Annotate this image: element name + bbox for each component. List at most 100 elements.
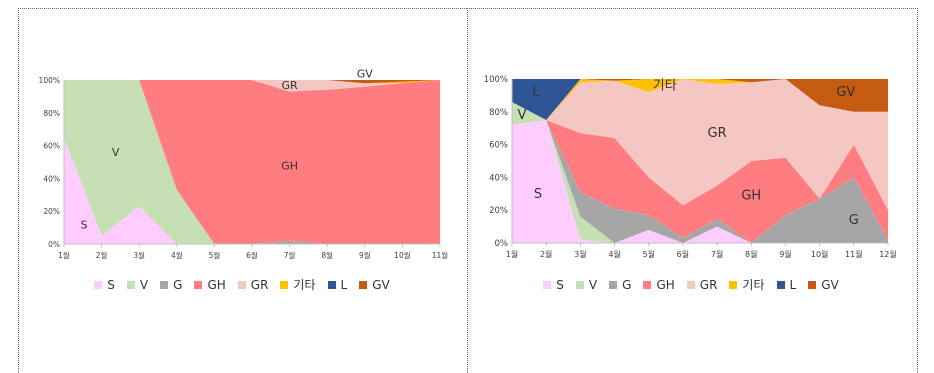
right-chart-panel: 0% 20% 40% 60% 80% 100% 1월 2월 3월 4월 5월 6월 7월 8월 9월 10월 1… xyxy=(470,40,912,320)
area-right-series-2 xyxy=(512,102,888,243)
x-tick-label: 3월 xyxy=(133,250,145,260)
legend-label: 기타 xyxy=(742,278,765,292)
area-annotation: GR xyxy=(708,126,727,141)
x-tick-label: 5월 xyxy=(209,250,221,260)
x-tick-label: 8월 xyxy=(745,249,757,259)
area-right-series-0 xyxy=(512,120,888,243)
legend-item: G xyxy=(609,276,631,293)
legend-item: GH xyxy=(643,276,675,293)
x-tick-label: 3월 xyxy=(574,249,586,259)
legend-swatch xyxy=(327,280,336,289)
right-chart-svg: 0% 20% 40% 60% 80% 100% 1월 2월 3월 4월 5월 6월 7월 8월 9월 10월 1… xyxy=(484,75,897,259)
legend-label: L xyxy=(789,277,797,292)
area-annotation: S xyxy=(534,187,542,202)
legend-item: S xyxy=(94,276,115,293)
legend-label: V xyxy=(139,277,149,292)
legend-label: GR xyxy=(699,277,718,292)
x-tick-label: 7월 xyxy=(711,249,723,259)
legend-swatch xyxy=(160,280,169,289)
area-annotation: GV xyxy=(357,67,374,80)
legend-swatch xyxy=(643,280,652,289)
legend-swatch xyxy=(237,280,246,289)
legend-swatch xyxy=(609,280,618,289)
x-tick-label: 9월 xyxy=(359,250,371,260)
area-right-series-7 xyxy=(512,79,888,112)
legend-label: GV xyxy=(372,277,390,292)
legend-swatch xyxy=(808,280,817,289)
legend-swatch xyxy=(126,280,135,289)
x-tick-label: 1월 xyxy=(58,250,70,260)
x-tick-label: 1월 xyxy=(506,249,518,259)
area-annotation: GH xyxy=(741,188,761,203)
legend-item: 기타 xyxy=(280,276,316,293)
legend-swatch xyxy=(686,280,695,289)
y-tick-label: 0% xyxy=(48,240,60,249)
legend-item: G xyxy=(160,276,182,293)
legend-item: GV xyxy=(808,276,839,293)
x-tick-label: 2월 xyxy=(540,249,552,259)
area-left-series-3 xyxy=(64,80,440,244)
legend-label: GH xyxy=(656,277,675,292)
legend-item: 기타 xyxy=(729,276,765,293)
area-right-series-4 xyxy=(512,79,888,211)
x-tick-label: 4월 xyxy=(608,249,620,259)
legend-label: L xyxy=(340,277,348,292)
legend-label: GR xyxy=(250,277,269,292)
legend-swatch xyxy=(729,280,738,289)
y-tick-label: 60% xyxy=(43,142,60,151)
area-annotation: G xyxy=(849,213,859,228)
x-tick-label: 11월 xyxy=(845,249,863,259)
legend-item: V xyxy=(575,276,598,293)
legend-label: GV xyxy=(821,277,839,292)
x-tick-label: 4월 xyxy=(171,250,183,260)
area-annotation: GR xyxy=(282,79,299,92)
left-chart-svg: 0% 20% 40% 60% 80% 100% 1월 2월 3월 4월 5월 6월 7월 8월 9월 10월 1… xyxy=(39,67,449,260)
legend-swatch xyxy=(575,280,584,289)
legend-item: GV xyxy=(359,276,390,293)
area-right-series-3 xyxy=(512,102,888,243)
x-tick-label: 2월 xyxy=(96,250,108,260)
area-annotation: V xyxy=(112,146,120,159)
area-annotation: GV xyxy=(836,85,855,100)
y-tick-label: 100% xyxy=(484,75,508,85)
legend-swatch xyxy=(280,280,289,289)
legend-label: GH xyxy=(207,277,226,292)
legend-item: GH xyxy=(194,276,226,293)
legend-item: V xyxy=(126,276,149,293)
area-left-series-1 xyxy=(64,80,440,244)
y-tick-label: 0% xyxy=(495,239,509,249)
y-tick-label: 60% xyxy=(489,141,508,151)
legend-item: L xyxy=(327,276,348,293)
y-tick-label: 80% xyxy=(43,109,60,118)
y-tick-label: 40% xyxy=(43,174,60,183)
x-tick-label: 12월 xyxy=(879,249,897,259)
y-tick-label: 80% xyxy=(489,108,508,118)
area-left-series-5 xyxy=(64,80,440,84)
legend-swatch xyxy=(94,280,103,289)
area-right-series-6 xyxy=(512,79,888,120)
area-left-series-7 xyxy=(64,80,440,84)
legend-item: GR xyxy=(237,276,269,293)
left-chart-frame xyxy=(18,8,467,373)
x-tick-label: 6월 xyxy=(246,250,258,260)
right-chart-frame xyxy=(467,8,918,373)
legend-swatch xyxy=(776,280,785,289)
legend-swatch xyxy=(359,280,368,289)
x-tick-label: 10월 xyxy=(811,249,829,259)
y-tick-label: 100% xyxy=(39,76,60,85)
x-tick-label: 5월 xyxy=(643,249,655,259)
legend-label: 기타 xyxy=(293,278,316,292)
x-tick-label: 11월 xyxy=(432,250,449,260)
area-annotation: L xyxy=(532,85,540,100)
y-tick-label: 20% xyxy=(489,206,508,216)
legend-label: S xyxy=(107,277,115,292)
area-annotation: GH xyxy=(281,159,298,172)
x-tick-label: 9월 xyxy=(779,249,791,259)
legend-item: L xyxy=(776,276,797,293)
legend-swatch xyxy=(543,280,552,289)
right-chart-legend: S V G GH GR 기타 L GV xyxy=(470,276,912,293)
x-tick-label: 6월 xyxy=(677,249,689,259)
legend-label: V xyxy=(588,277,598,292)
legend-item: S xyxy=(543,276,564,293)
legend-item: GR xyxy=(686,276,718,293)
